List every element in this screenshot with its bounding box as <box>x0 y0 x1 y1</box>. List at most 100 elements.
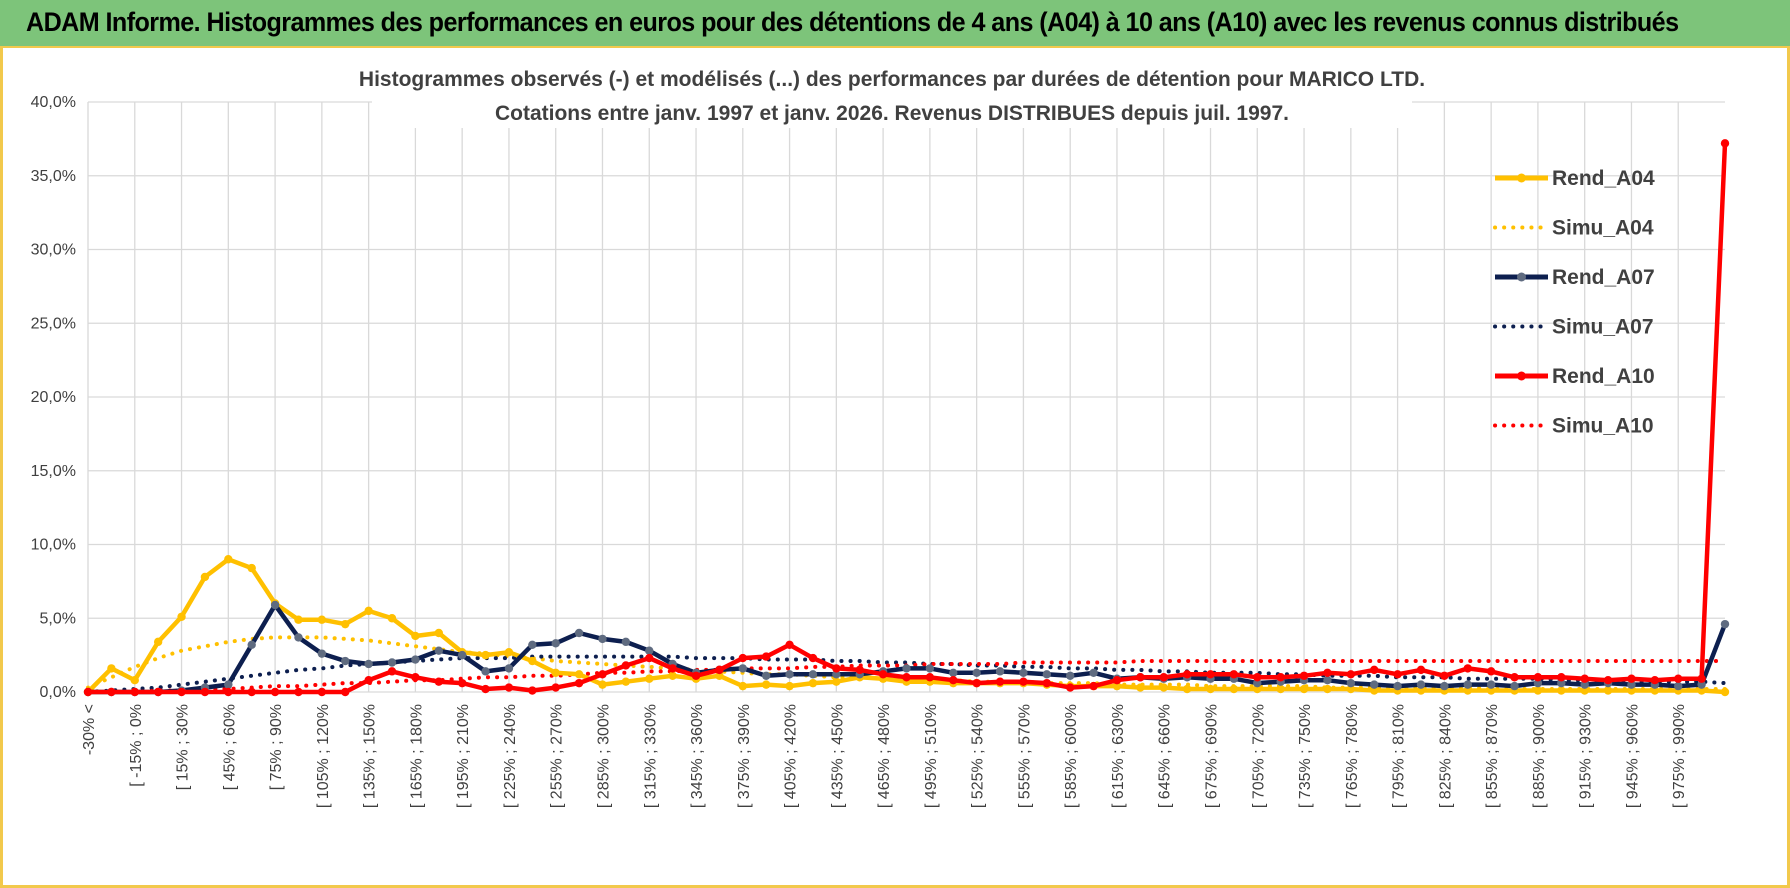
data-point <box>574 678 584 688</box>
data-point <box>130 676 139 685</box>
data-point <box>1370 680 1379 689</box>
data-point <box>387 614 397 623</box>
legend-entry-Rend_A04: Rend_A04 <box>1495 167 1655 190</box>
x-tick-label: [ 825% ; 840% <box>1437 704 1454 808</box>
legend-label: Rend_A07 <box>1552 266 1655 289</box>
data-point <box>83 687 93 697</box>
data-point <box>1182 684 1192 694</box>
data-point <box>1440 671 1449 680</box>
data-point <box>1697 680 1706 689</box>
x-tick-label: [ 225% ; 240% <box>502 704 519 808</box>
data-point <box>645 653 654 663</box>
data-point <box>1697 674 1706 683</box>
data-point <box>925 664 935 673</box>
data-point <box>808 678 818 688</box>
data-point <box>1346 684 1356 694</box>
data-point <box>949 668 958 678</box>
data-point <box>621 637 631 647</box>
data-point <box>1533 678 1543 688</box>
data-point <box>621 677 631 686</box>
x-tick-label: [ 855% ; 870% <box>1484 704 1501 808</box>
data-point <box>457 678 467 688</box>
data-point <box>1463 686 1472 695</box>
x-tick-label: [ 645% ; 660% <box>1157 704 1174 808</box>
data-point <box>972 678 981 688</box>
x-tick-label: [ 675% ; 690% <box>1204 704 1221 808</box>
x-tick-label: [ 15% ; 30% <box>175 704 192 790</box>
data-point <box>551 668 560 678</box>
data-point <box>949 676 958 685</box>
data-point <box>1370 686 1379 695</box>
data-point <box>1346 678 1356 688</box>
report-title: ADAM Informe. Histogrammes des performan… <box>26 7 1679 37</box>
data-point <box>832 677 841 686</box>
data-point <box>1276 673 1285 682</box>
data-point <box>1627 680 1636 689</box>
data-point <box>224 555 233 564</box>
data-point <box>1159 673 1168 682</box>
data-point <box>504 664 514 673</box>
data-point <box>1299 671 1309 680</box>
y-tick-label: 25,0% <box>31 315 76 332</box>
series-Rend_A10 <box>83 139 1730 697</box>
data-point <box>434 677 443 686</box>
x-tick-label: [ -15% ; 0% <box>128 704 145 787</box>
chart-legend: Rend_A04 Simu_A04 Rend_A07 Simu_A07 Rend_A10… <box>1493 167 1655 438</box>
data-point <box>1019 668 1028 678</box>
data-point <box>1416 665 1426 675</box>
data-point <box>761 680 771 689</box>
x-tick-label: [ 165% ; 180% <box>408 704 425 808</box>
data-point <box>504 647 514 657</box>
y-tick-label: 10,0% <box>31 537 76 554</box>
y-tick-label: 35,0% <box>31 168 76 185</box>
x-tick-label: [ 375% ; 390% <box>736 704 753 808</box>
data-point <box>317 687 327 697</box>
legend-entry-Simu_A07: Simu_A07 <box>1493 316 1654 339</box>
data-point <box>1393 670 1402 679</box>
data-point <box>387 658 397 667</box>
data-point <box>1533 673 1543 682</box>
data-point <box>528 686 537 695</box>
data-point <box>247 563 256 573</box>
data-point <box>574 628 584 638</box>
data-point <box>832 664 841 673</box>
data-point <box>621 661 631 670</box>
data-point <box>878 670 888 679</box>
data-point <box>1299 684 1309 694</box>
data-point <box>1019 677 1028 686</box>
data-point <box>528 656 537 666</box>
x-tick-label: [ 975% ; 990% <box>1671 704 1688 808</box>
x-tick-label: [ 615% ; 630% <box>1110 704 1127 808</box>
legend-marker <box>1517 272 1526 282</box>
x-tick-label: [ 765% ; 780% <box>1344 704 1361 808</box>
data-point <box>855 665 864 675</box>
x-tick-label: [ 735% ; 750% <box>1297 704 1314 808</box>
data-point <box>1557 686 1566 695</box>
data-point <box>691 671 701 680</box>
data-point <box>668 664 677 673</box>
data-point <box>1253 673 1262 682</box>
data-point <box>738 653 747 663</box>
legend-label: Simu_A10 <box>1552 415 1654 438</box>
y-tick-label: 30,0% <box>31 242 76 259</box>
data-point <box>200 572 210 582</box>
data-point <box>153 687 163 697</box>
x-tick-label: [ 885% ; 900% <box>1531 704 1548 808</box>
data-point <box>200 687 210 697</box>
data-point <box>1206 684 1215 694</box>
x-tick-label: [ 495% ; 510% <box>923 704 940 808</box>
data-point <box>574 670 584 679</box>
data-point <box>364 606 373 616</box>
data-point <box>551 639 560 648</box>
data-point <box>411 655 420 664</box>
data-point <box>317 649 327 658</box>
data-point <box>224 680 233 689</box>
data-point <box>364 659 373 669</box>
data-point <box>411 673 420 682</box>
data-point <box>598 634 607 644</box>
data-point <box>1346 670 1356 679</box>
data-point <box>1323 676 1332 685</box>
data-point <box>457 650 467 660</box>
data-point <box>294 633 303 642</box>
data-point <box>107 664 116 673</box>
